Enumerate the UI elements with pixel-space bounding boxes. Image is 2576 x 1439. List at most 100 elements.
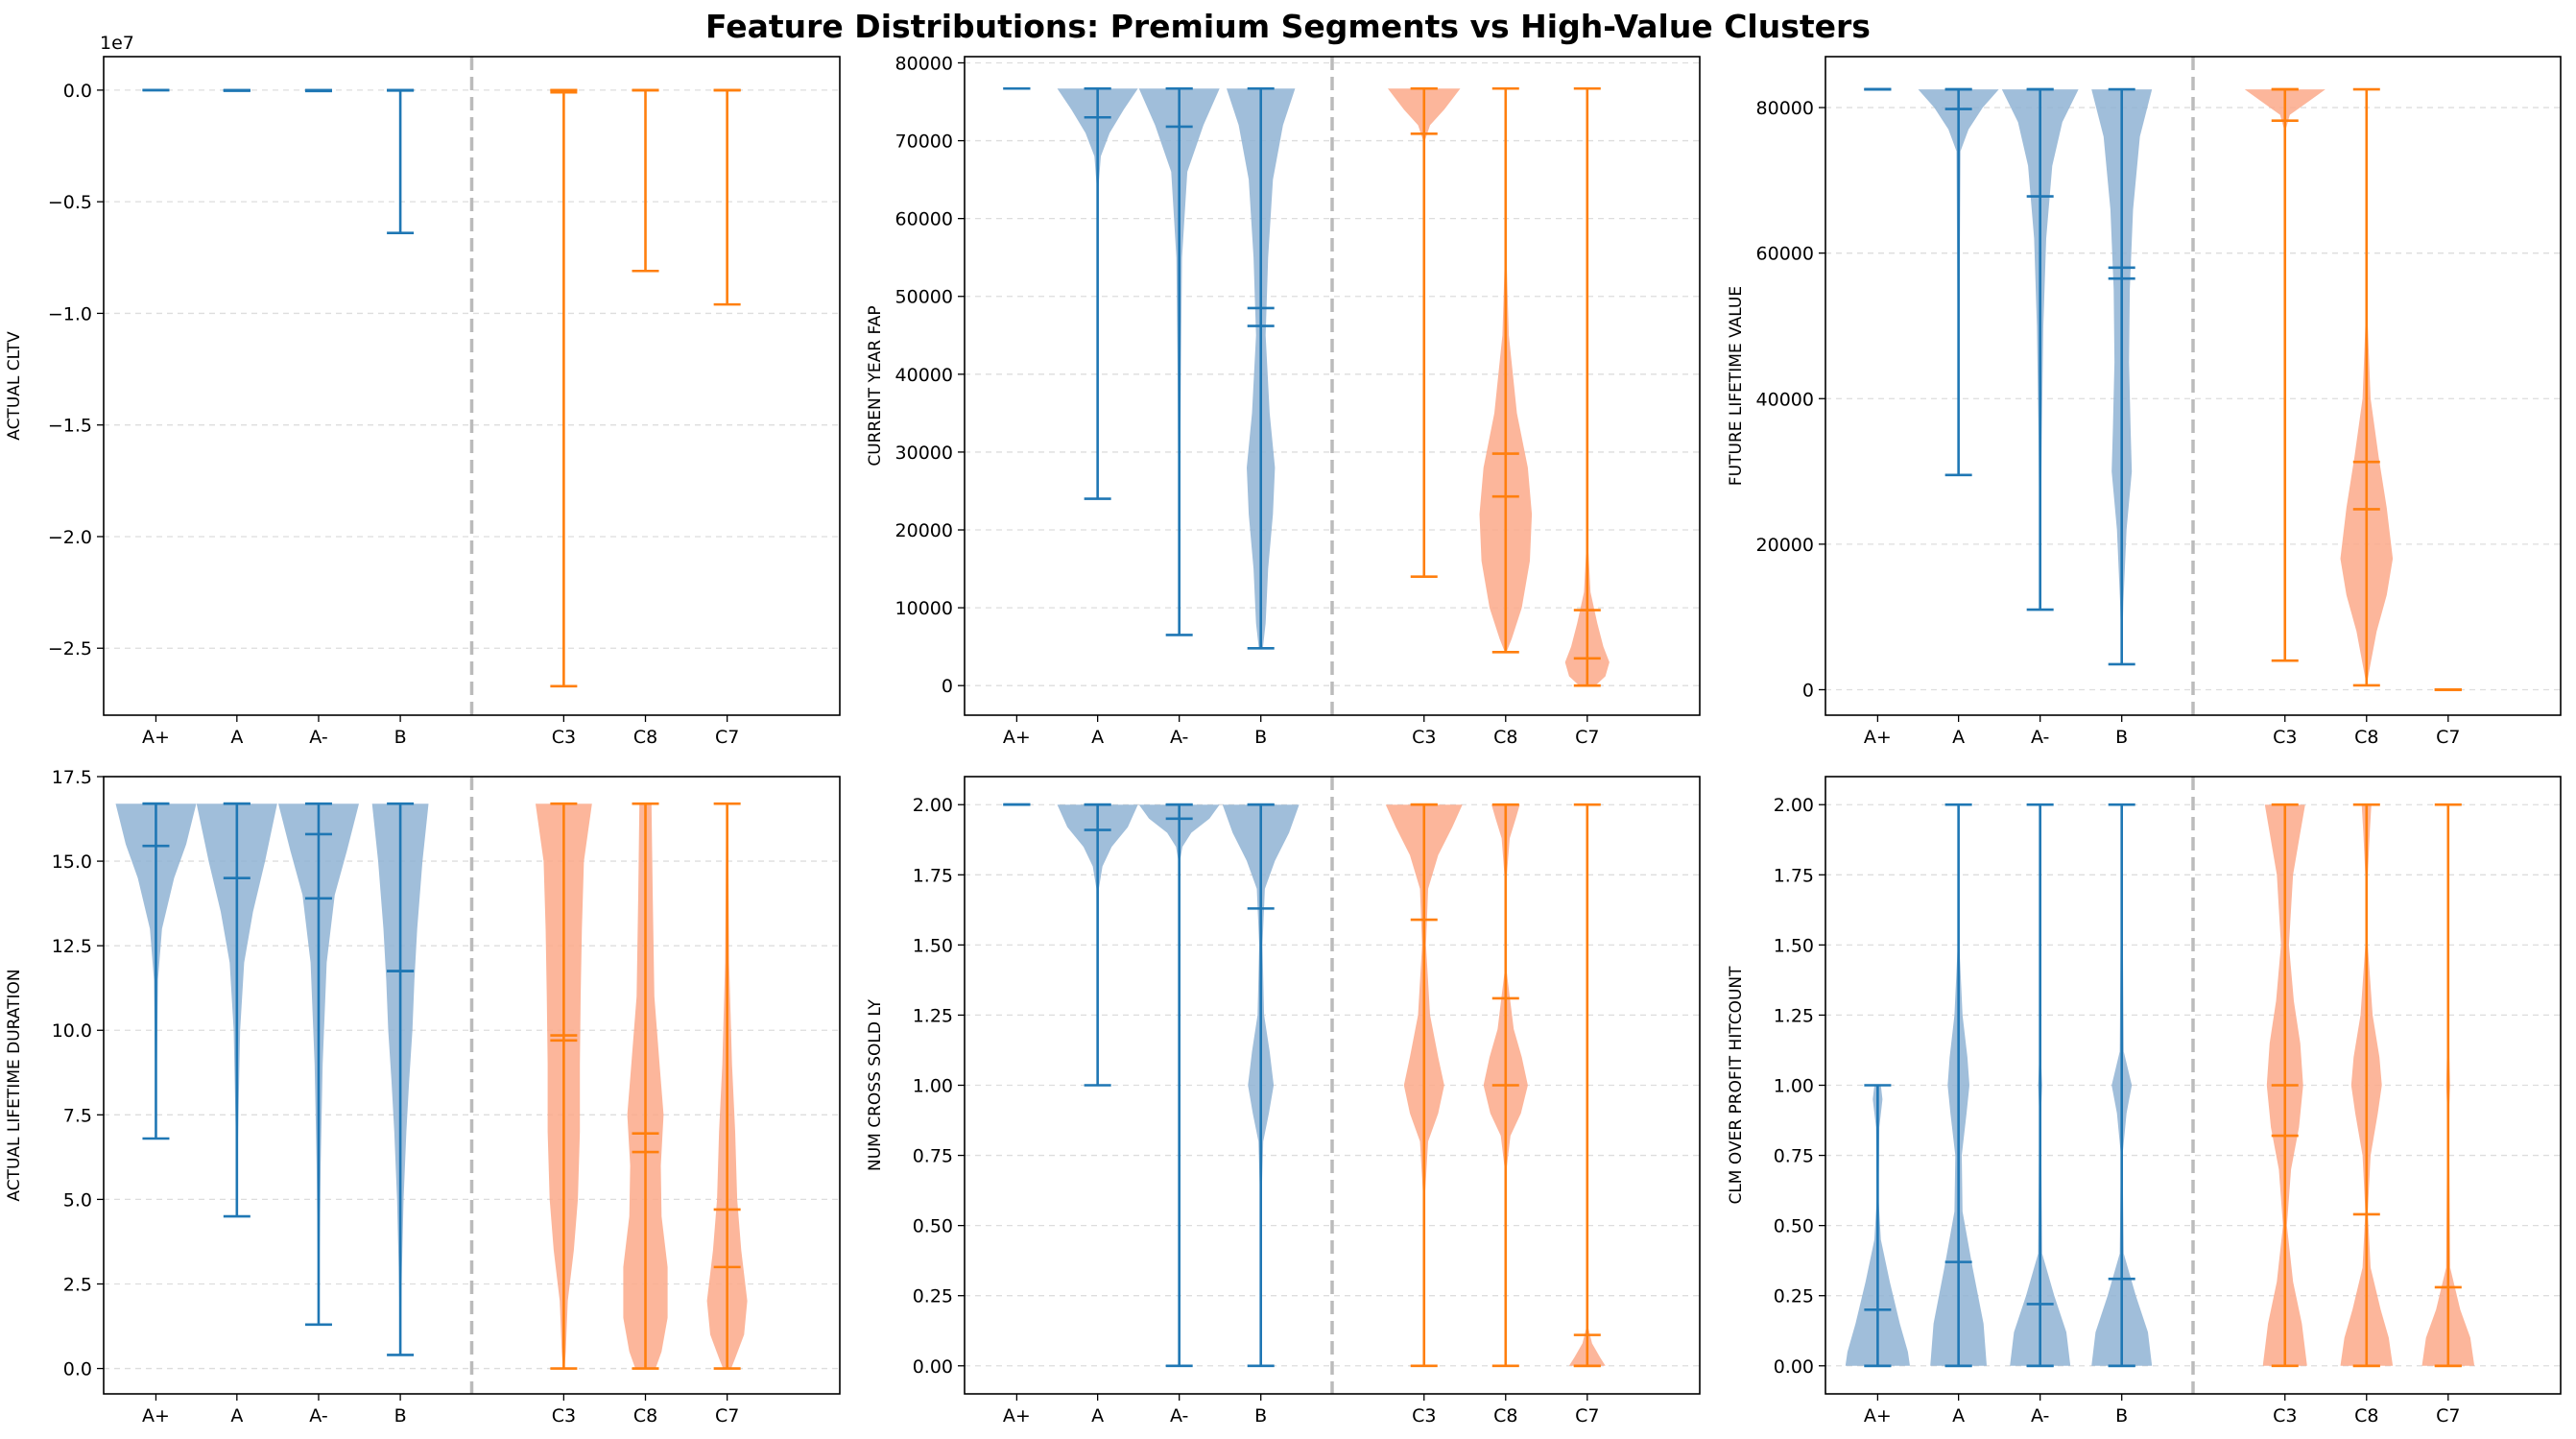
y-tick-label: 0.00	[913, 1356, 953, 1378]
violin-C8	[632, 88, 659, 273]
y-tick-label: 70000	[895, 132, 953, 153]
violin-A-	[1138, 803, 1220, 1368]
x-tick-label: C7	[1575, 1405, 1599, 1427]
violin-A	[1057, 86, 1138, 500]
violin-A	[1930, 803, 1987, 1368]
x-tick-label: B	[2115, 727, 2128, 748]
violin-C8	[1479, 86, 1533, 654]
y-tick-label: 40000	[1756, 389, 1814, 410]
y-tick-label: 50000	[895, 287, 953, 308]
x-tick-label: A+	[1864, 1405, 1892, 1427]
y-tick-label: 40000	[895, 365, 953, 386]
x-tick-label: C8	[1493, 1405, 1517, 1427]
y-axis-label: CLM OVER PROFIT HITCOUNT	[1727, 966, 1746, 1205]
violin-C3	[550, 88, 578, 688]
y-tick-label: 1.00	[913, 1076, 953, 1097]
violin-C3	[2262, 803, 2307, 1368]
y-tick-label: 2.00	[1774, 795, 1814, 816]
axes-frame	[1825, 776, 2562, 1395]
axes-frame	[964, 776, 1701, 1395]
y-tick-label: 10.0	[52, 1020, 92, 1042]
violin-C7	[1564, 86, 1610, 687]
violin-C8	[2340, 87, 2394, 687]
x-tick-label: B	[1254, 727, 1267, 748]
y-tick-label: 0.0	[63, 81, 92, 102]
y-tick-label: −1.0	[48, 303, 92, 324]
y-tick-label: −0.5	[48, 192, 92, 213]
y-tick-label: 60000	[895, 209, 953, 230]
violin-A-	[1138, 86, 1220, 636]
x-tick-label: A+	[142, 1405, 170, 1427]
x-tick-label: C8	[1493, 727, 1517, 748]
y-tick-label: 0.25	[1774, 1286, 1814, 1307]
violin-C8	[1483, 803, 1528, 1368]
x-tick-label: A+	[1864, 727, 1892, 748]
x-tick-label: A-	[1170, 1405, 1188, 1427]
x-tick-label: C3	[2273, 727, 2297, 748]
violin-B	[1227, 86, 1296, 650]
axes-frame	[964, 56, 1701, 716]
axes-frame	[103, 776, 841, 1395]
x-tick-label: A+	[142, 727, 170, 748]
y-tick-label: 1.75	[1774, 865, 1814, 886]
figure-title: Feature Distributions: Premium Segments …	[705, 8, 1871, 45]
axes-frame	[103, 56, 841, 716]
x-tick-label: A-	[2031, 1405, 2049, 1427]
violin-B	[387, 88, 415, 235]
y-tick-label: 2.5	[63, 1274, 92, 1295]
violin-A+	[1845, 1084, 1910, 1368]
y-tick-label: −2.5	[48, 638, 92, 660]
y-tick-label: 0.25	[913, 1286, 953, 1307]
violin-C7	[2421, 803, 2475, 1368]
x-tick-label: A-	[1170, 727, 1188, 748]
y-tick-label: 17.5	[52, 767, 92, 788]
violin-A	[1918, 87, 1999, 477]
x-tick-label: C3	[2273, 1405, 2297, 1427]
violin-A-	[2010, 803, 2071, 1368]
violin-C7	[713, 88, 741, 306]
panel-1: 0.0 −0.5 −1.0 −1.5 −2.0 −2.5 1e7 ACTUAL CLTV A+ A…	[5, 33, 841, 748]
y-tick-label: 80000	[895, 53, 953, 74]
y-tick-label: 2.00	[913, 795, 953, 816]
violin-C3	[1388, 86, 1461, 578]
x-tick-label: A+	[1003, 727, 1031, 748]
x-tick-label: B	[394, 1405, 407, 1427]
x-tick-label: A	[230, 727, 243, 748]
violin-C8	[2340, 803, 2394, 1368]
violin-C8	[623, 802, 668, 1370]
y-tick-label: −2.0	[48, 527, 92, 548]
x-tick-label: A	[1952, 727, 1965, 748]
violin-C7	[706, 802, 748, 1370]
y-tick-label: 15.0	[52, 851, 92, 873]
y-tick-label: 0.50	[1774, 1216, 1814, 1237]
x-tick-label: C8	[633, 727, 657, 748]
y-tick-label: 0.0	[63, 1359, 92, 1380]
x-tick-label: C8	[633, 1405, 657, 1427]
violin-C3	[536, 802, 592, 1370]
violin-A-	[2001, 87, 2079, 612]
y-tick-label: 0	[1802, 680, 1814, 701]
x-tick-label: A+	[1003, 1405, 1031, 1427]
panel-4: 0.0 2.5 5.0 7.5 10.0 12.5 15.0 17.5 ACTUAL LIFET…	[5, 767, 841, 1427]
x-tick-label: C7	[2436, 727, 2460, 748]
violin-A-	[278, 802, 359, 1327]
x-tick-label: B	[394, 727, 407, 748]
violin-A	[1057, 803, 1138, 1087]
violin-B	[371, 802, 429, 1356]
y-axis-label: CURRENT YEAR FAP	[866, 305, 885, 466]
violin-B	[2091, 803, 2153, 1368]
violin-A	[196, 802, 277, 1218]
x-tick-label: C7	[1575, 727, 1599, 748]
x-tick-label: C7	[2436, 1405, 2460, 1427]
y-tick-label: 1.50	[913, 935, 953, 956]
violin-C3	[2244, 87, 2326, 662]
y-tick-label: 1.75	[913, 865, 953, 886]
x-tick-label: C3	[1412, 727, 1436, 748]
x-tick-label: A	[1952, 1405, 1965, 1427]
y-axis-label: ACTUAL LIFETIME DURATION	[5, 969, 24, 1201]
x-tick-label: C8	[2354, 1405, 2378, 1427]
x-tick-label: C8	[2354, 727, 2378, 748]
panel-6: 0.00 0.25 0.50 0.75 1.00 1.25 1.50 1.75 2.00 CLM …	[1727, 776, 2562, 1427]
violin-A+	[115, 802, 197, 1140]
